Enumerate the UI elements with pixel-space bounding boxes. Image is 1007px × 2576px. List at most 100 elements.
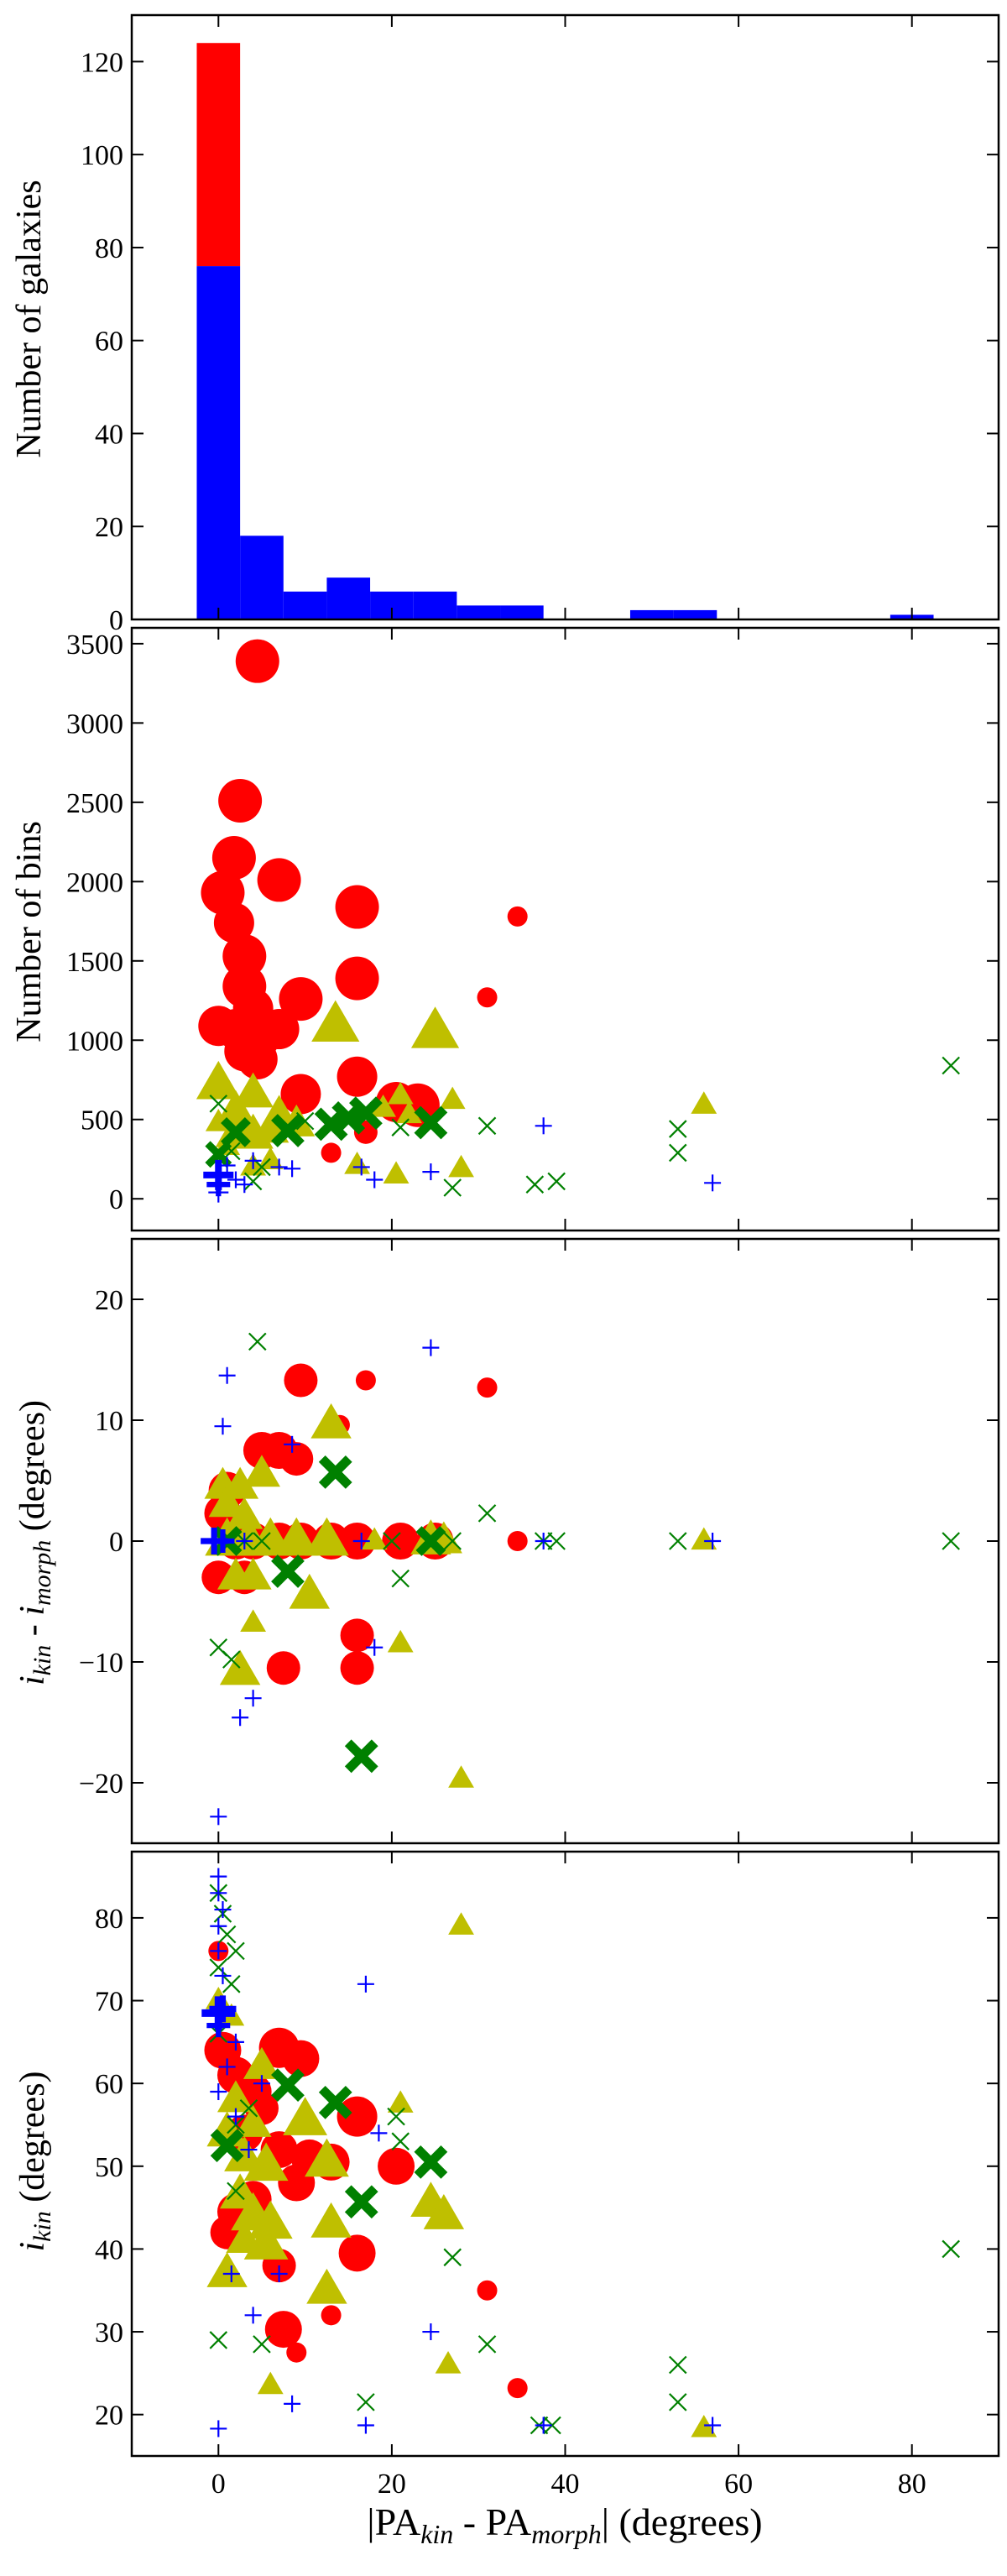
histogram-bar-blue-6 bbox=[457, 605, 501, 619]
inclination-ytick-label-1: 30 bbox=[95, 2317, 123, 2349]
bins-point-xthick-6 bbox=[205, 1141, 232, 1168]
inclination-point-plus-11 bbox=[210, 2083, 227, 2101]
delta_inclination-point-circle-19 bbox=[355, 1370, 376, 1391]
delta_inclination-point-plus-1 bbox=[218, 1366, 236, 1384]
inclination-point-plus-24 bbox=[704, 2417, 722, 2434]
inclination-point-triangle-4 bbox=[234, 2104, 272, 2137]
inclination-ytick-label-6: 80 bbox=[95, 1904, 123, 1935]
bins-ytick-label-1: 500 bbox=[81, 1105, 123, 1136]
frame-bins bbox=[130, 626, 1000, 1232]
delta_inclination-point-triangle-0 bbox=[310, 1403, 352, 1439]
delta_inclination-point-x-9 bbox=[443, 1532, 462, 1550]
inclination-point-triangle-21 bbox=[257, 2371, 284, 2395]
bins-point-plus-13 bbox=[236, 1176, 253, 1194]
bins-point-plus-2 bbox=[422, 1163, 440, 1181]
yticks-delta-inclination: −20 −10 0 10 20 bbox=[79, 1285, 999, 1800]
delta_inclination-point-xthick-2 bbox=[344, 1739, 378, 1774]
delta_inclination-point-circle-12 bbox=[382, 1523, 420, 1560]
delta_inclination-point-triangle-19 bbox=[240, 1609, 267, 1633]
panel-bins: Number of bins 0 500 1000 1500 2000 2500 3000 3… bbox=[10, 626, 1000, 1232]
bins-point-circle-10 bbox=[279, 977, 323, 1022]
inclination-point-plus-1 bbox=[210, 1884, 227, 1902]
bins-point-xthick-4 bbox=[271, 1114, 305, 1147]
bins-point-triangle-4 bbox=[217, 1089, 254, 1122]
bins-point-x-4 bbox=[547, 1172, 566, 1191]
plot-area-delta-inclination bbox=[201, 1332, 960, 1826]
bins-point-triangle-12 bbox=[439, 1086, 466, 1110]
histogram-ytick-label-0: 0 bbox=[109, 605, 123, 636]
inclination-point-plus-5 bbox=[214, 1967, 232, 1984]
bins-ytick-label-3: 1500 bbox=[66, 947, 123, 978]
bins-point-circle-15 bbox=[258, 1009, 300, 1050]
delta_inclination-point-triangle-18 bbox=[448, 1765, 474, 1788]
inclination-point-x-18 bbox=[209, 2331, 228, 2349]
bins-point-x-5 bbox=[525, 1175, 545, 1194]
bins-ytick-label-5: 2500 bbox=[66, 788, 123, 819]
bins-point-circle-7 bbox=[222, 934, 267, 979]
inclination-point-circle-18 bbox=[264, 2311, 302, 2349]
inclination-point-plus-13 bbox=[240, 2141, 258, 2159]
delta_inclination-point-circle-0 bbox=[284, 1363, 318, 1398]
ylabel-bins: Number of bins bbox=[10, 821, 49, 1042]
xticks-histogram bbox=[217, 15, 913, 619]
delta_inclination-point-triangle-15 bbox=[289, 1573, 330, 1609]
delta_inclination-point-x-1 bbox=[477, 1504, 497, 1523]
inclination-point-xthick-0 bbox=[271, 2068, 305, 2103]
inclination-point-plus-7 bbox=[209, 1995, 237, 2023]
bins-point-x-3 bbox=[477, 1116, 497, 1136]
inclination-point-plus-21 bbox=[270, 2265, 288, 2283]
histogram-bar-blue-3 bbox=[326, 577, 371, 619]
inclination-point-x-14 bbox=[357, 2393, 375, 2411]
inclination-point-triangle-19 bbox=[448, 1912, 474, 1935]
inclination-point-circle-11 bbox=[378, 2147, 415, 2185]
delta_inclination-point-plus-2 bbox=[214, 1418, 232, 1435]
histogram-bar-blue-5 bbox=[413, 591, 457, 619]
histogram-bar-blue-11 bbox=[673, 609, 717, 619]
bins-point-triangle-16 bbox=[344, 1152, 370, 1174]
delta_inclination-point-plus-13 bbox=[211, 1529, 235, 1553]
delta_inclination-point-circle-20 bbox=[477, 1377, 498, 1398]
histogram-ytick-label-5: 100 bbox=[81, 140, 123, 171]
inclination-point-x-4 bbox=[209, 1958, 228, 1977]
delta_inclination-point-x-7 bbox=[942, 1532, 960, 1550]
inclination-point-triangle-7 bbox=[243, 2142, 289, 2182]
bins-point-triangle-2 bbox=[196, 1060, 241, 1100]
histogram-bar-blue-7 bbox=[500, 605, 544, 619]
xticks-bins bbox=[217, 628, 913, 1231]
inclination-point-x-16 bbox=[669, 2393, 687, 2411]
bins-point-x-11 bbox=[209, 1095, 228, 1113]
inclination-point-triangle-10 bbox=[248, 2200, 293, 2239]
ylabel-delta-inclination-text: ikin - imorph (degrees) bbox=[13, 1400, 56, 1685]
inclination-point-x-19 bbox=[227, 2182, 245, 2201]
inclination-point-triangle-17 bbox=[306, 2268, 347, 2304]
bins-ytick-label-4: 2000 bbox=[66, 867, 123, 898]
bins-point-xthick-5 bbox=[221, 1116, 251, 1147]
histogram-ytick-label-4: 80 bbox=[95, 233, 123, 264]
bins-point-circle-6 bbox=[213, 902, 254, 943]
inclination-point-xthick-3 bbox=[344, 2185, 378, 2219]
inclination-point-plus-2 bbox=[214, 1901, 232, 1919]
delta_inclination-point-triangle-2 bbox=[222, 1466, 259, 1499]
bins-point-triangle-13 bbox=[396, 1100, 422, 1124]
delta_inclination-point-circle-3 bbox=[279, 1442, 314, 1476]
bins-point-circle-1 bbox=[218, 778, 263, 823]
bins-point-circle-8 bbox=[335, 956, 379, 1001]
delta_inclination-point-plus-8 bbox=[352, 1533, 370, 1549]
inclination-point-x-17 bbox=[942, 2239, 960, 2259]
histogram-ytick-label-2: 40 bbox=[95, 419, 123, 450]
bins-point-x-1 bbox=[669, 1120, 687, 1138]
plot-area-inclination bbox=[201, 1868, 960, 2438]
bins-point-plus-5 bbox=[284, 1160, 301, 1178]
bins-point-triangle-11 bbox=[370, 1095, 396, 1117]
ylabel-delta-inclination: ikin - imorph (degrees) bbox=[13, 1400, 56, 1685]
delta_inclination-point-triangle-21 bbox=[361, 1527, 388, 1550]
delta_inclination-point-circle-18 bbox=[266, 1651, 300, 1685]
delta_inclination-point-x-12 bbox=[253, 1532, 271, 1550]
inclination-point-triangle-18 bbox=[387, 2090, 414, 2113]
histogram-ytick-label-6: 120 bbox=[81, 47, 123, 78]
bins-ytick-label-0: 0 bbox=[109, 1184, 123, 1215]
inclination-point-xthick-1 bbox=[318, 2085, 352, 2119]
delta_inclination-point-triangle-5 bbox=[226, 1497, 263, 1529]
